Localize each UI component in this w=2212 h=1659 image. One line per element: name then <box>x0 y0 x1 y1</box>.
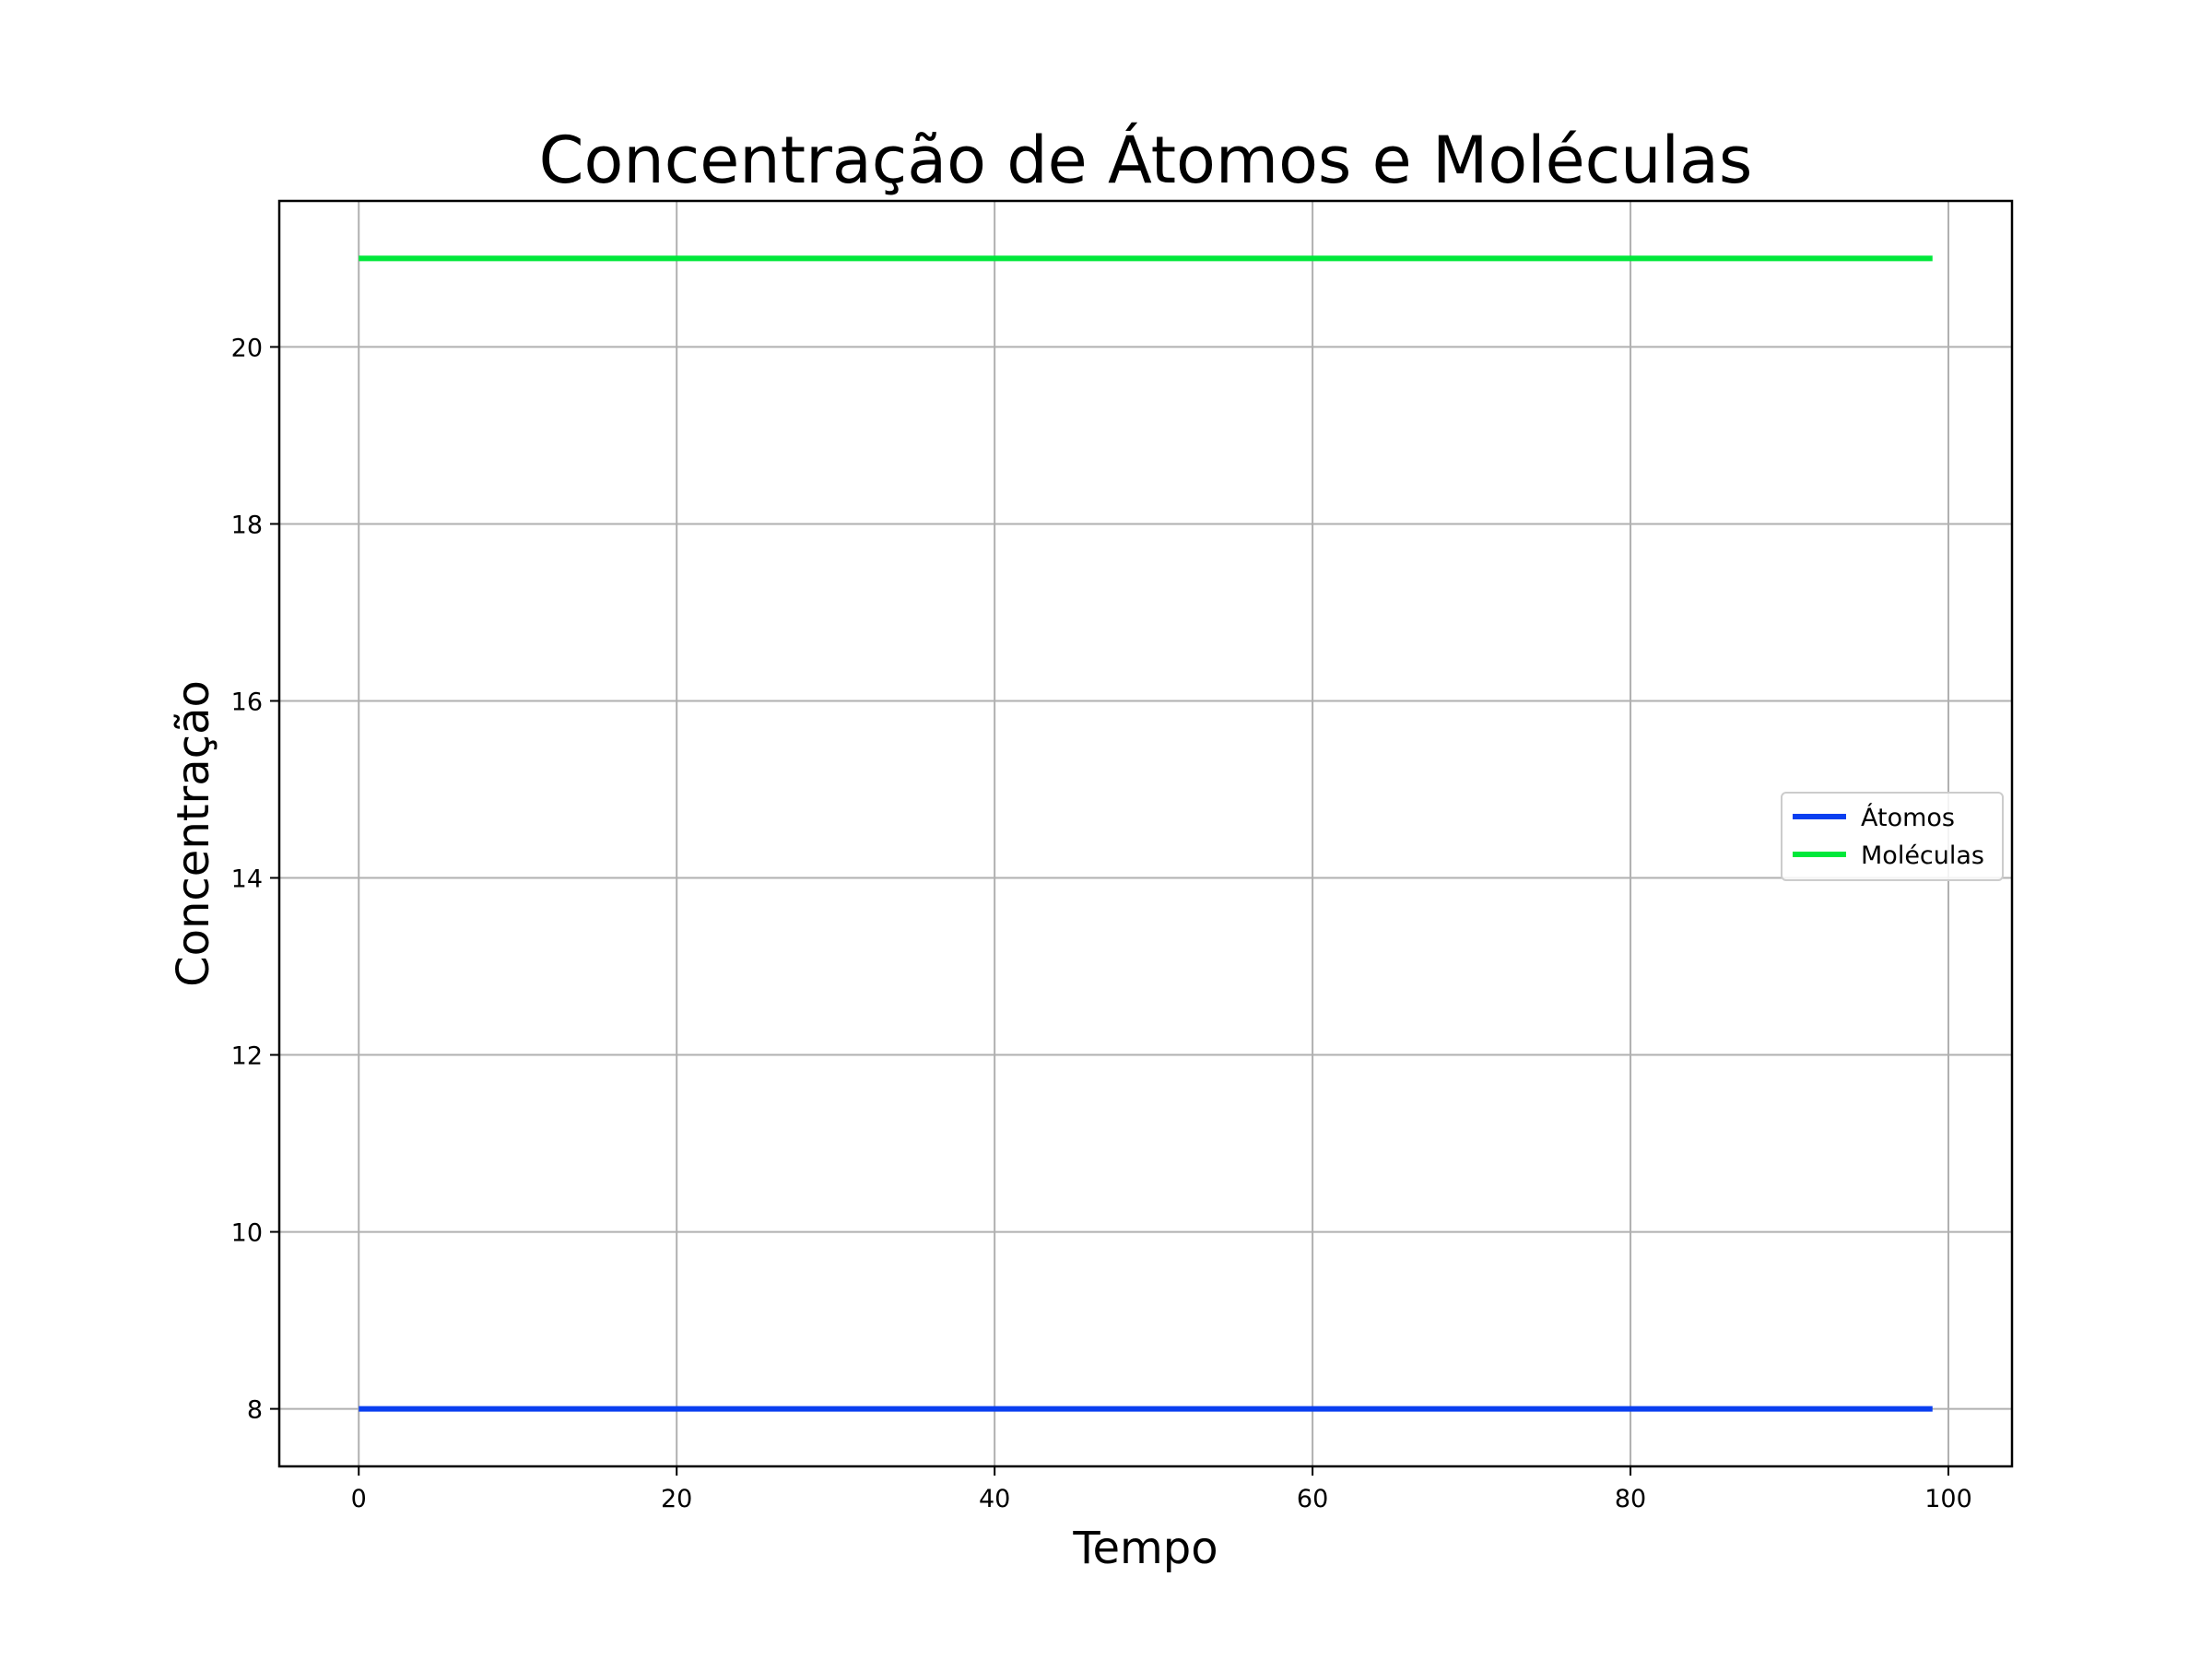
grid-lines <box>279 201 2012 1466</box>
y-tick-label: 8 <box>247 1396 263 1425</box>
legend-label: Átomos <box>1861 803 1955 832</box>
y-tick-label: 20 <box>231 334 263 362</box>
x-axis-title: Tempo <box>1072 1523 1218 1574</box>
y-tick-label: 14 <box>231 865 263 894</box>
x-tick-label: 0 <box>351 1485 367 1513</box>
y-axis-title: Concentração <box>168 680 219 987</box>
chart-title: Concentração de Átomos e Moléculas <box>539 123 1753 198</box>
axis-ticks: 0 20 40 60 80 100 8 10 12 14 16 18 20 <box>231 334 1972 1513</box>
y-tick-label: 10 <box>231 1219 263 1248</box>
legend-label: Moléculas <box>1861 841 1984 870</box>
x-tick-label: 100 <box>1924 1485 1972 1513</box>
x-tick-label: 40 <box>979 1485 1010 1513</box>
x-tick-label: 20 <box>661 1485 692 1513</box>
y-tick-label: 18 <box>231 511 263 539</box>
x-tick-label: 60 <box>1297 1485 1328 1513</box>
y-tick-label: 12 <box>231 1042 263 1071</box>
plot-frame <box>277 199 2014 1468</box>
series-lines <box>359 255 1933 1412</box>
legend: Átomos Moléculas <box>1781 792 2004 881</box>
x-tick-label: 80 <box>1615 1485 1646 1513</box>
y-tick-label: 16 <box>231 688 263 716</box>
